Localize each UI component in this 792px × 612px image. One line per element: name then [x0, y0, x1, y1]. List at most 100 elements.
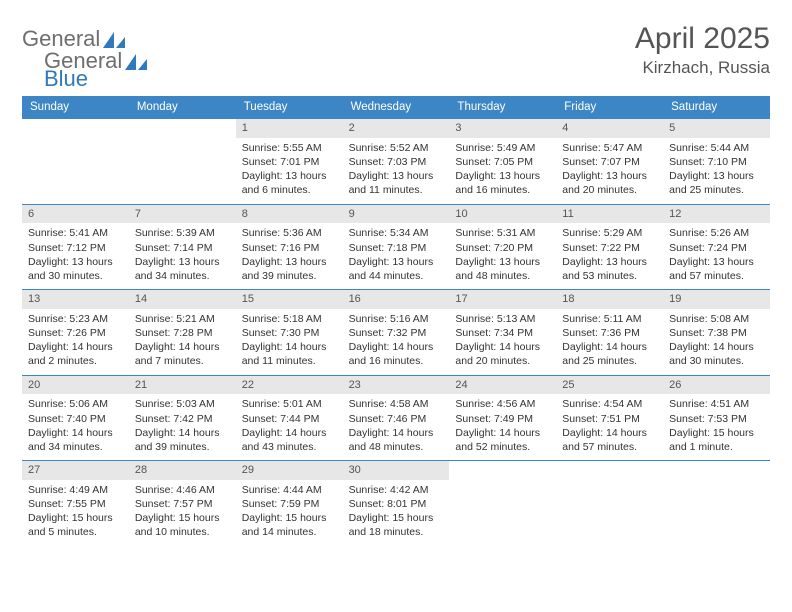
- sunrise-text: Sunrise: 5:49 AM: [455, 141, 550, 155]
- day-cell: 21Sunrise: 5:03 AMSunset: 7:42 PMDayligh…: [129, 376, 236, 461]
- sunset-text: Sunset: 7:57 PM: [135, 497, 230, 511]
- day-cell: 6Sunrise: 5:41 AMSunset: 7:12 PMDaylight…: [22, 205, 129, 290]
- day-body: Sunrise: 5:36 AMSunset: 7:16 PMDaylight:…: [236, 223, 343, 289]
- day-cell: 7Sunrise: 5:39 AMSunset: 7:14 PMDaylight…: [129, 205, 236, 290]
- daylight-text: Daylight: 13 hours and 53 minutes.: [562, 255, 657, 283]
- day-cell: 23Sunrise: 4:58 AMSunset: 7:46 PMDayligh…: [343, 376, 450, 461]
- day-cell: 22Sunrise: 5:01 AMSunset: 7:44 PMDayligh…: [236, 376, 343, 461]
- day-body: Sunrise: 4:42 AMSunset: 8:01 PMDaylight:…: [343, 480, 450, 546]
- day-number: 12: [663, 205, 770, 224]
- week-row: 13Sunrise: 5:23 AMSunset: 7:26 PMDayligh…: [22, 289, 770, 375]
- sunrise-text: Sunrise: 4:56 AM: [455, 397, 550, 411]
- sunset-text: Sunset: 7:18 PM: [349, 241, 444, 255]
- sunrise-text: Sunrise: 5:01 AM: [242, 397, 337, 411]
- day-number: 8: [236, 205, 343, 224]
- sunset-text: Sunset: 7:40 PM: [28, 412, 123, 426]
- sunrise-text: Sunrise: 5:29 AM: [562, 226, 657, 240]
- sunrise-text: Sunrise: 5:03 AM: [135, 397, 230, 411]
- sunset-text: Sunset: 7:32 PM: [349, 326, 444, 340]
- day-body: Sunrise: 5:44 AMSunset: 7:10 PMDaylight:…: [663, 138, 770, 204]
- day-number: 11: [556, 205, 663, 224]
- day-cell: 24Sunrise: 4:56 AMSunset: 7:49 PMDayligh…: [449, 376, 556, 461]
- day-cell: 12Sunrise: 5:26 AMSunset: 7:24 PMDayligh…: [663, 205, 770, 290]
- week-row: 20Sunrise: 5:06 AMSunset: 7:40 PMDayligh…: [22, 375, 770, 461]
- sunrise-text: Sunrise: 5:41 AM: [28, 226, 123, 240]
- weekday-monday: Monday: [129, 96, 236, 118]
- day-number: 5: [663, 119, 770, 138]
- day-cell: 10Sunrise: 5:31 AMSunset: 7:20 PMDayligh…: [449, 205, 556, 290]
- day-number: 4: [556, 119, 663, 138]
- day-body: Sunrise: 5:23 AMSunset: 7:26 PMDaylight:…: [22, 309, 129, 375]
- sunrise-text: Sunrise: 4:44 AM: [242, 483, 337, 497]
- daylight-text: Daylight: 15 hours and 1 minute.: [669, 426, 764, 454]
- day-cell: 2Sunrise: 5:52 AMSunset: 7:03 PMDaylight…: [343, 119, 450, 204]
- day-cell: 11Sunrise: 5:29 AMSunset: 7:22 PMDayligh…: [556, 205, 663, 290]
- weekday-tuesday: Tuesday: [236, 96, 343, 118]
- page-location: Kirzhach, Russia: [635, 58, 770, 78]
- day-cell: 29Sunrise: 4:44 AMSunset: 7:59 PMDayligh…: [236, 461, 343, 546]
- weeks-container: 1Sunrise: 5:55 AMSunset: 7:01 PMDaylight…: [22, 118, 770, 546]
- day-cell: 19Sunrise: 5:08 AMSunset: 7:38 PMDayligh…: [663, 290, 770, 375]
- day-cell: 18Sunrise: 5:11 AMSunset: 7:36 PMDayligh…: [556, 290, 663, 375]
- day-number: 1: [236, 119, 343, 138]
- daylight-text: Daylight: 14 hours and 52 minutes.: [455, 426, 550, 454]
- day-number: 23: [343, 376, 450, 395]
- daylight-text: Daylight: 15 hours and 5 minutes.: [28, 511, 123, 539]
- weekday-row: SundayMondayTuesdayWednesdayThursdayFrid…: [22, 96, 770, 118]
- daylight-text: Daylight: 13 hours and 20 minutes.: [562, 169, 657, 197]
- daylight-text: Daylight: 13 hours and 48 minutes.: [455, 255, 550, 283]
- sunset-text: Sunset: 7:05 PM: [455, 155, 550, 169]
- sunset-text: Sunset: 7:20 PM: [455, 241, 550, 255]
- sunrise-text: Sunrise: 5:39 AM: [135, 226, 230, 240]
- day-body: Sunrise: 5:49 AMSunset: 7:05 PMDaylight:…: [449, 138, 556, 204]
- day-number: 13: [22, 290, 129, 309]
- sunset-text: Sunset: 7:14 PM: [135, 241, 230, 255]
- day-number: 29: [236, 461, 343, 480]
- day-cell: 28Sunrise: 4:46 AMSunset: 7:57 PMDayligh…: [129, 461, 236, 546]
- daylight-text: Daylight: 13 hours and 44 minutes.: [349, 255, 444, 283]
- day-number: 18: [556, 290, 663, 309]
- sunset-text: Sunset: 7:24 PM: [669, 241, 764, 255]
- sunrise-text: Sunrise: 4:49 AM: [28, 483, 123, 497]
- day-cell: 14Sunrise: 5:21 AMSunset: 7:28 PMDayligh…: [129, 290, 236, 375]
- day-cell: 17Sunrise: 5:13 AMSunset: 7:34 PMDayligh…: [449, 290, 556, 375]
- day-cell: 8Sunrise: 5:36 AMSunset: 7:16 PMDaylight…: [236, 205, 343, 290]
- day-body: Sunrise: 4:54 AMSunset: 7:51 PMDaylight:…: [556, 394, 663, 460]
- day-cell: 3Sunrise: 5:49 AMSunset: 7:05 PMDaylight…: [449, 119, 556, 204]
- day-body: Sunrise: 4:46 AMSunset: 7:57 PMDaylight:…: [129, 480, 236, 546]
- day-number: 25: [556, 376, 663, 395]
- day-body: Sunrise: 5:39 AMSunset: 7:14 PMDaylight:…: [129, 223, 236, 289]
- daylight-text: Daylight: 13 hours and 30 minutes.: [28, 255, 123, 283]
- day-number: 14: [129, 290, 236, 309]
- day-number: 30: [343, 461, 450, 480]
- day-cell: 4Sunrise: 5:47 AMSunset: 7:07 PMDaylight…: [556, 119, 663, 204]
- day-number: 26: [663, 376, 770, 395]
- sunset-text: Sunset: 7:07 PM: [562, 155, 657, 169]
- sunset-text: Sunset: 7:42 PM: [135, 412, 230, 426]
- daylight-text: Daylight: 14 hours and 20 minutes.: [455, 340, 550, 368]
- weekday-saturday: Saturday: [663, 96, 770, 118]
- daylight-text: Daylight: 14 hours and 11 minutes.: [242, 340, 337, 368]
- daylight-text: Daylight: 14 hours and 30 minutes.: [669, 340, 764, 368]
- daylight-text: Daylight: 13 hours and 39 minutes.: [242, 255, 337, 283]
- day-number: 19: [663, 290, 770, 309]
- sunrise-text: Sunrise: 5:11 AM: [562, 312, 657, 326]
- sunset-text: Sunset: 7:46 PM: [349, 412, 444, 426]
- daylight-text: Daylight: 15 hours and 18 minutes.: [349, 511, 444, 539]
- day-body: Sunrise: 5:06 AMSunset: 7:40 PMDaylight:…: [22, 394, 129, 460]
- day-number: 24: [449, 376, 556, 395]
- sunset-text: Sunset: 7:53 PM: [669, 412, 764, 426]
- day-number: 22: [236, 376, 343, 395]
- sunset-text: Sunset: 7:16 PM: [242, 241, 337, 255]
- day-body: Sunrise: 4:49 AMSunset: 7:55 PMDaylight:…: [22, 480, 129, 546]
- sunrise-text: Sunrise: 4:42 AM: [349, 483, 444, 497]
- day-body: Sunrise: 5:55 AMSunset: 7:01 PMDaylight:…: [236, 138, 343, 204]
- sunrise-text: Sunrise: 5:55 AM: [242, 141, 337, 155]
- week-row: 1Sunrise: 5:55 AMSunset: 7:01 PMDaylight…: [22, 118, 770, 204]
- day-cell: 5Sunrise: 5:44 AMSunset: 7:10 PMDaylight…: [663, 119, 770, 204]
- day-body: Sunrise: 5:08 AMSunset: 7:38 PMDaylight:…: [663, 309, 770, 375]
- day-cell: 9Sunrise: 5:34 AMSunset: 7:18 PMDaylight…: [343, 205, 450, 290]
- day-cell: 27Sunrise: 4:49 AMSunset: 7:55 PMDayligh…: [22, 461, 129, 546]
- sunset-text: Sunset: 7:01 PM: [242, 155, 337, 169]
- day-body: Sunrise: 5:01 AMSunset: 7:44 PMDaylight:…: [236, 394, 343, 460]
